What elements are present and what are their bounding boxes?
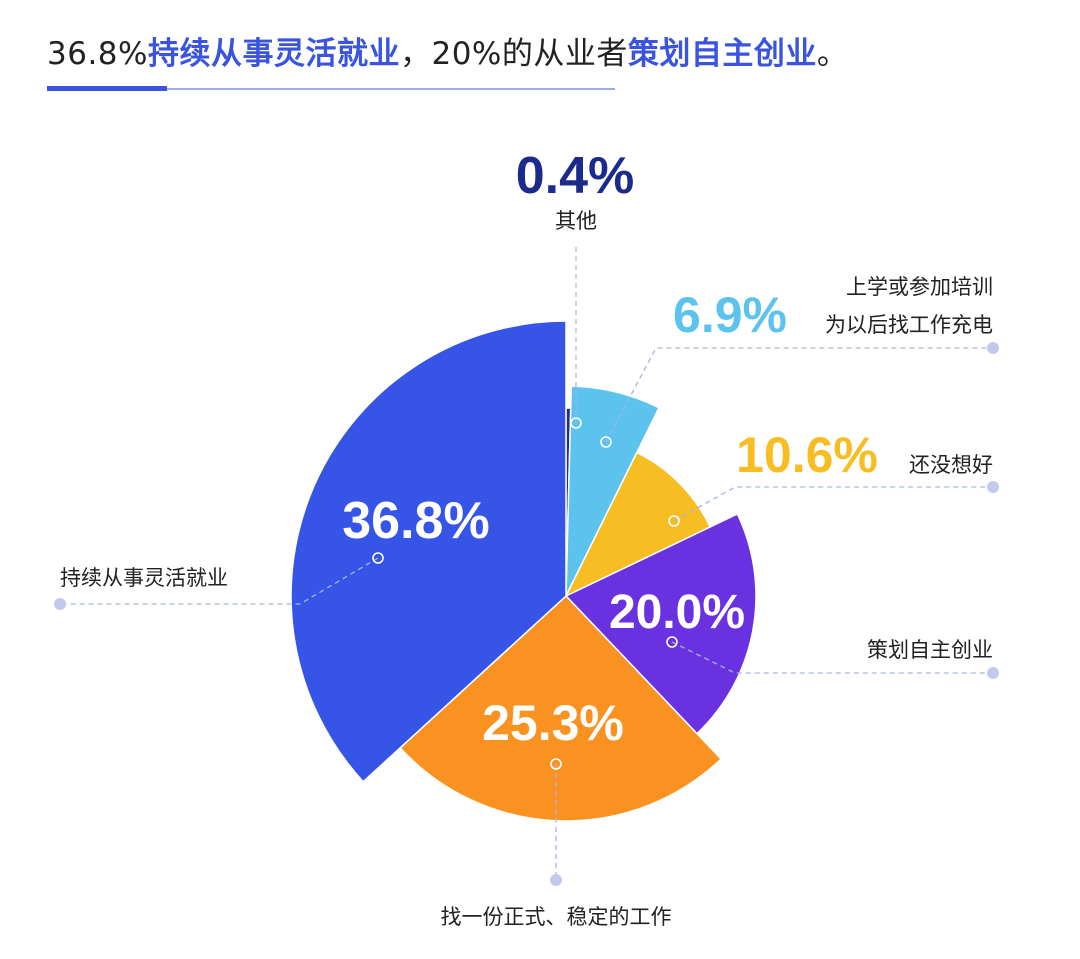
pie-slice <box>564 512 757 735</box>
title-end: 。 <box>816 36 849 72</box>
title-text: ，20%的从业者 <box>399 36 628 72</box>
chart-title: 36.8%持续从事灵活就业，20%的从业者策划自主创业。 <box>47 28 848 73</box>
leader-lines <box>54 244 999 886</box>
end-dot <box>987 481 999 493</box>
slice-category-label: 找一份正式、稳定的工作 <box>441 905 672 929</box>
slice-percent-label: 0.4% <box>516 147 635 205</box>
slice-category-label: 持续从事灵活就业 <box>60 566 228 590</box>
slice-percent-label: 36.8% <box>342 492 489 550</box>
title-highlight-2: 策划自主创业 <box>627 36 817 72</box>
end-dot <box>987 342 999 354</box>
slice-percent-label: 20.0% <box>609 586 745 639</box>
slice-category-label: 还没想好 <box>909 453 993 477</box>
pie-slice <box>399 594 723 822</box>
slice-category-label: 策划自主创业 <box>867 638 993 662</box>
slice-category-label: 其他 <box>555 209 597 233</box>
pie-slice <box>290 320 567 783</box>
slice-labels: 0.4% 6.9% 10.6% 20.0% 25.3% 36.8% 其他上学或参加培训为以后… <box>60 147 993 929</box>
anchor-dot <box>666 636 678 648</box>
slice-percent-label: 25.3% <box>482 695 624 751</box>
title-percent: 36.8% <box>47 36 148 72</box>
end-dot <box>550 874 562 886</box>
title-highlight-1: 持续从事灵活就业 <box>147 36 400 72</box>
anchor-dot <box>668 515 680 527</box>
slice-category-label: 上学或参加培训 <box>846 275 993 299</box>
slice-percent-label: 10.6% <box>736 427 878 483</box>
anchor-dot <box>372 552 384 564</box>
end-dot <box>987 667 999 679</box>
slice-category-label: 为以后找工作充电 <box>825 313 993 337</box>
pie-slice <box>565 385 661 597</box>
anchor-dot <box>570 417 582 429</box>
slice-percent-label: 6.9% <box>673 287 787 343</box>
leader-line <box>673 486 993 522</box>
anchor-dot <box>550 758 562 770</box>
title-rule-accent <box>47 86 167 91</box>
anchor-dot <box>600 436 612 448</box>
leader-line <box>60 557 379 605</box>
pie-slices <box>290 320 757 822</box>
end-dot <box>54 598 66 610</box>
pie-slice <box>564 451 712 598</box>
